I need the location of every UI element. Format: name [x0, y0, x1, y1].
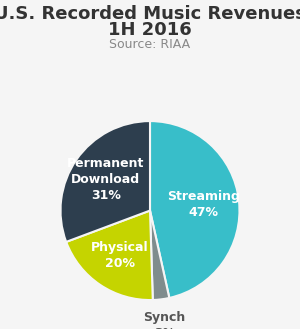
Text: Synch
3%: Synch 3%: [143, 312, 186, 329]
Text: Physical
20%: Physical 20%: [91, 240, 149, 270]
Text: U.S. Recorded Music Revenues: U.S. Recorded Music Revenues: [0, 5, 300, 23]
Text: 1H 2016: 1H 2016: [108, 21, 192, 39]
Text: Source: RIAA: Source: RIAA: [110, 38, 190, 51]
Text: Permanent
Download
31%: Permanent Download 31%: [67, 158, 145, 202]
Wedge shape: [150, 121, 239, 298]
Text: Streaming
47%: Streaming 47%: [167, 190, 240, 219]
Wedge shape: [66, 211, 153, 300]
Wedge shape: [150, 211, 169, 300]
Wedge shape: [61, 121, 150, 242]
